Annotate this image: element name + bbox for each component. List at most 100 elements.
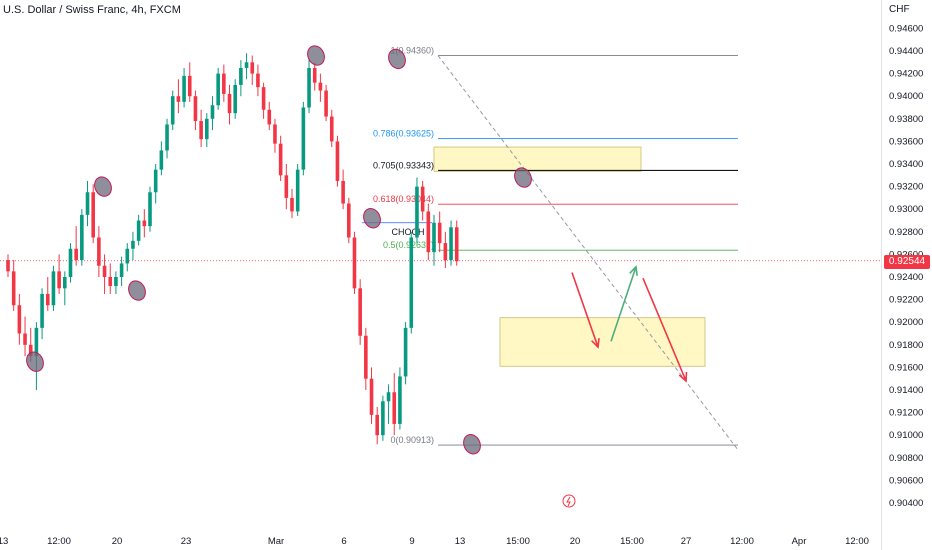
fib-label: 0(0.90913) [390, 435, 434, 445]
price-axis-separator [881, 0, 882, 550]
candle-body [432, 222, 436, 253]
candle-body [6, 260, 10, 272]
last-price-tag: 0.92544 [884, 255, 930, 269]
candle-body [273, 124, 277, 144]
y-tick-label: 0.94400 [889, 46, 923, 57]
x-tick-label: 23 [181, 536, 192, 547]
candle-body [125, 248, 130, 264]
swing-marker [514, 167, 532, 188]
candle-body [119, 263, 124, 277]
x-tick-label: 13 [0, 536, 8, 547]
candle-body [437, 222, 442, 244]
candle-body [284, 175, 289, 198]
projection-arrow-down-2-head [678, 371, 688, 383]
x-tick-label: 20 [570, 536, 581, 547]
candle-body [40, 293, 44, 328]
candle-body [80, 214, 84, 261]
candle-body [420, 186, 425, 212]
candle-body [216, 73, 220, 106]
y-tick-label: 0.92600 [889, 249, 923, 260]
swing-marker [363, 208, 381, 229]
candle-body [176, 96, 181, 102]
candle-body [335, 141, 340, 181]
candle-body [227, 93, 232, 114]
fib-label: 1(0.94360) [390, 46, 434, 56]
candle-body [23, 333, 27, 345]
candle-body [409, 237, 414, 328]
candle-body [142, 220, 147, 227]
candle-body [233, 84, 237, 114]
y-tick-label: 0.93400 [889, 159, 923, 170]
candle-body [165, 124, 169, 151]
candle-body [210, 105, 215, 119]
candle-body [148, 192, 152, 227]
swing-marker [463, 434, 481, 455]
lightning-icon-glyph [566, 496, 571, 507]
candle-body [278, 143, 283, 176]
x-tick-label: Apr [792, 536, 807, 547]
candle-body [415, 186, 419, 238]
candle-body [454, 227, 459, 262]
fib-label: 0.786(0.93625) [373, 129, 434, 139]
x-tick-label: 15:00 [620, 536, 644, 547]
candle-body [329, 116, 334, 142]
y-tick-label: 0.92000 [889, 317, 923, 328]
swing-marker [26, 351, 44, 372]
candle-body [398, 376, 402, 424]
candle-body [392, 392, 397, 424]
candle-body [170, 96, 175, 125]
swing-marker [128, 280, 146, 301]
swing-marker [94, 176, 112, 197]
lightning-icon [562, 494, 576, 508]
x-tick-label: 12:00 [845, 536, 869, 547]
candle-body [267, 109, 272, 125]
demand-zone [499, 317, 706, 367]
candle-body [386, 392, 391, 402]
y-tick-label: 0.90400 [889, 498, 923, 509]
candle-body [426, 211, 431, 253]
candle-body [250, 62, 255, 74]
y-tick-label: 0.92400 [889, 272, 923, 283]
candle-body [324, 90, 328, 117]
projection-arrow-up-head [629, 265, 638, 276]
candle-body [205, 118, 209, 140]
y-tick-label: 0.91000 [889, 430, 923, 441]
projection-arrow-down [571, 272, 599, 348]
candle-body [239, 67, 243, 85]
y-tick-label: 0.93200 [889, 182, 923, 193]
y-tick-label: 0.93000 [889, 204, 923, 215]
candle-body [28, 344, 33, 357]
candle-body [187, 75, 192, 97]
candle-body [153, 169, 158, 193]
x-tick-label: 13 [455, 536, 466, 547]
candle-body [182, 75, 186, 102]
projection-arrow-down-head [591, 338, 600, 349]
candle-body [45, 293, 50, 306]
y-tick-label: 0.91400 [889, 385, 923, 396]
trend-line [437, 55, 739, 451]
candle-body [307, 67, 311, 108]
candle-body [312, 67, 317, 83]
x-tick-label: 12:00 [47, 536, 71, 547]
candle-body [449, 227, 453, 261]
y-tick-label: 0.91800 [889, 340, 923, 351]
y-tick-label: 0.93600 [889, 136, 923, 147]
candle-body [364, 335, 368, 379]
y-tick-label: 0.91200 [889, 408, 923, 419]
candle-body [97, 237, 101, 266]
swing-marker [388, 48, 406, 70]
candle-body [63, 277, 67, 289]
candle-body [136, 220, 141, 241]
candle-body [347, 203, 351, 238]
candle-body [261, 87, 266, 110]
projection-arrow-down-2 [642, 277, 687, 382]
candle-body [256, 73, 260, 88]
x-tick-label: 15:00 [506, 536, 530, 547]
candle-body [301, 107, 306, 170]
y-tick-label: 0.92200 [889, 295, 923, 306]
candle-body [131, 240, 135, 249]
y-tick-label: 0.91600 [889, 362, 923, 373]
candle-body [381, 401, 385, 436]
